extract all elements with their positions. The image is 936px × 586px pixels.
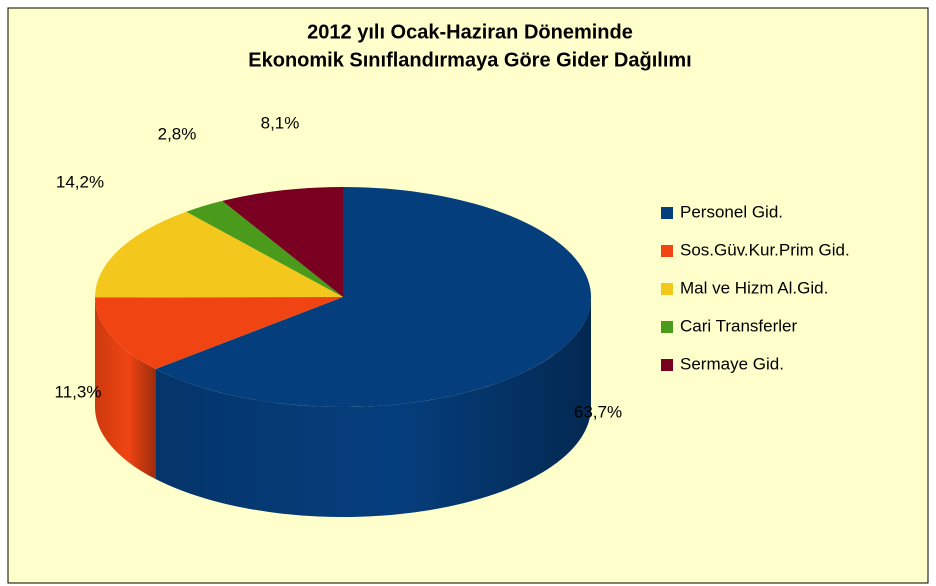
legend-swatch xyxy=(661,245,673,257)
pie-slice xyxy=(222,187,343,297)
data-label: 2,8% xyxy=(158,124,197,143)
data-label: 14,2% xyxy=(56,172,104,191)
pie-slice xyxy=(155,187,592,408)
data-label: 63,7% xyxy=(574,402,622,421)
legend-label: Sermaye Gid. xyxy=(680,354,784,373)
pie-slice xyxy=(186,200,343,297)
side-shade xyxy=(155,297,592,517)
chart-title: Ekonomik Sınıflandırmaya Göre Gider Dağı… xyxy=(248,49,691,71)
pie-slice xyxy=(95,211,343,298)
data-label: 8,1% xyxy=(261,113,300,132)
legend-label: Sos.Güv.Kur.Prim Gid. xyxy=(680,240,850,259)
legend-swatch xyxy=(661,207,673,219)
legend-label: Cari Transferler xyxy=(680,316,797,335)
legend-label: Mal ve Hizm Al.Gid. xyxy=(680,278,828,297)
legend-swatch xyxy=(661,321,673,333)
legend-swatch xyxy=(661,283,673,295)
pie-slice xyxy=(95,297,343,370)
data-label: 11,3% xyxy=(55,382,102,401)
legend-label: Personel Gid. xyxy=(680,202,783,221)
chart-title: 2012 yılı Ocak-Haziran Döneminde xyxy=(307,21,633,43)
legend-swatch xyxy=(661,359,673,371)
side-shade xyxy=(95,297,156,480)
